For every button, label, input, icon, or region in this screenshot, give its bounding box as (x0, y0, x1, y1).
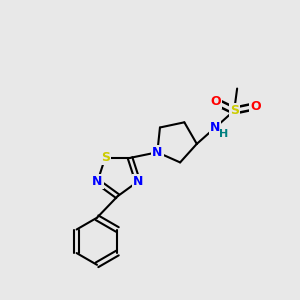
Text: N: N (152, 146, 163, 159)
Text: H: H (219, 129, 228, 139)
Text: N: N (92, 175, 103, 188)
Text: O: O (250, 100, 261, 113)
Text: O: O (211, 95, 221, 108)
Text: S: S (230, 104, 239, 117)
Text: S: S (101, 152, 110, 164)
Text: N: N (133, 175, 143, 188)
Text: N: N (210, 121, 220, 134)
